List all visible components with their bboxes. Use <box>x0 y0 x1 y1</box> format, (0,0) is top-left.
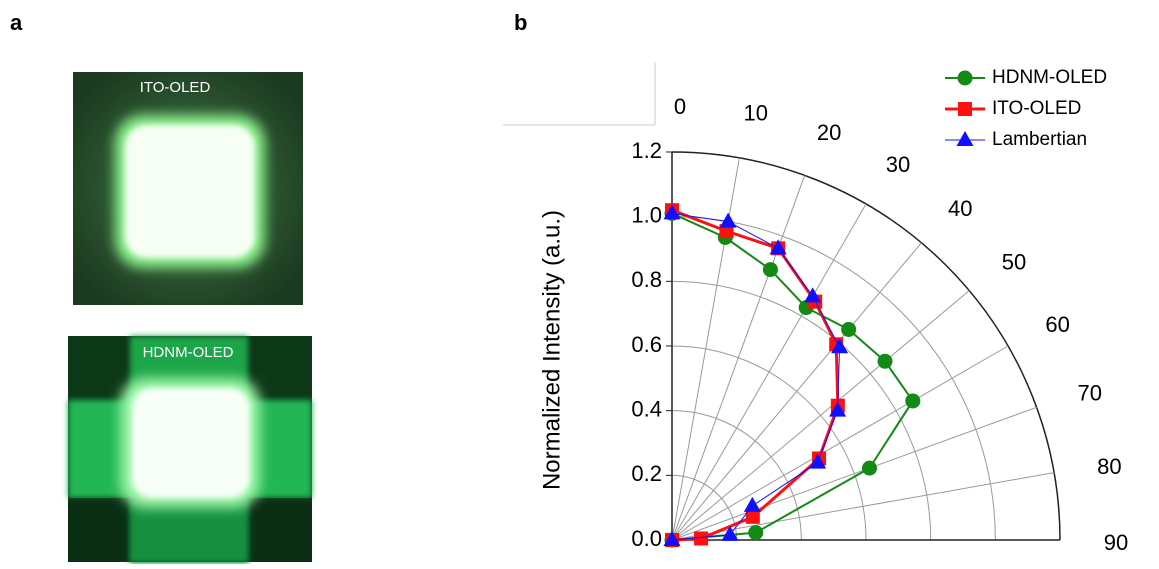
y-tick-label: 0.6 <box>631 332 662 357</box>
marker <box>663 204 681 220</box>
y-tick-label: 0.4 <box>631 396 662 421</box>
legend-entry: HDNM-OLED <box>945 67 1107 88</box>
marker <box>877 353 893 369</box>
marker <box>719 224 734 239</box>
grid-arc <box>671 280 932 541</box>
grid-spoke <box>671 290 970 541</box>
grid-spoke <box>671 406 1037 541</box>
marker <box>721 525 739 541</box>
grid-spoke <box>671 345 1009 541</box>
series-line <box>671 208 840 542</box>
marker <box>663 531 681 546</box>
legend-marker <box>958 102 972 116</box>
y-tick-label: 0.8 <box>631 267 662 292</box>
photo: HDNM-OLED <box>68 336 312 562</box>
legend-entry: Lambertian <box>945 129 1087 150</box>
marker <box>745 509 760 524</box>
y-tick-label: 1.2 <box>631 138 662 163</box>
marker <box>804 287 822 303</box>
marker <box>841 321 857 337</box>
x-tick-label: 80 <box>1097 454 1121 479</box>
grid-arc <box>671 345 867 541</box>
series <box>663 204 849 546</box>
grid-spoke <box>671 203 867 541</box>
x-tick-label: 70 <box>1077 381 1101 406</box>
grid-arc <box>671 216 996 541</box>
series-line <box>671 212 915 541</box>
grid-spoke <box>671 472 1055 541</box>
photo-label: ITO-OLED <box>140 79 211 96</box>
marker <box>743 496 761 512</box>
legend-entry: ITO-OLED <box>945 98 1081 119</box>
grid-spoke <box>671 175 806 541</box>
y-tick-label: 0.2 <box>631 461 662 486</box>
x-tick-label: 50 <box>1002 250 1026 275</box>
marker <box>762 262 778 278</box>
marker <box>905 393 921 409</box>
photo: ITO-OLED <box>73 72 303 305</box>
marker <box>694 531 709 546</box>
legend-marker <box>957 70 973 86</box>
legend-marker <box>956 131 974 146</box>
x-tick-label: 20 <box>817 120 841 145</box>
x-tick-label: 60 <box>1045 312 1069 337</box>
x-tick-label: 90 <box>1104 530 1128 555</box>
x-tick-label: 0 <box>674 94 686 119</box>
marker <box>831 338 849 354</box>
legend-label: Lambertian <box>992 129 1087 150</box>
panel-label: b <box>514 10 527 35</box>
marker <box>748 525 764 541</box>
marker <box>769 239 787 255</box>
x-tick-label: 10 <box>743 100 767 125</box>
y-tick-label: 0.0 <box>631 526 662 551</box>
series <box>665 203 845 547</box>
panel-label: a <box>10 10 23 35</box>
plot: 0.0 0.2 0.4 0.6 0.8 1.0 1.2 0 10 20 30 40 50 60 70 80 90… <box>631 67 1128 555</box>
marker <box>719 212 737 228</box>
y-tick-label: 1.0 <box>631 202 662 227</box>
grid-arc <box>671 410 802 541</box>
marker <box>829 401 847 417</box>
grid-arc <box>671 151 1061 541</box>
marker <box>809 453 827 469</box>
x-tick-label: 30 <box>886 152 910 177</box>
x-tick-label: 40 <box>948 196 972 221</box>
y-axis-label: Normalized Intensity (a.u.) <box>538 210 565 490</box>
grid-spoke <box>671 242 922 541</box>
series-line <box>671 212 841 541</box>
legend-label: HDNM-OLED <box>992 67 1107 88</box>
photo-label: HDNM-OLED <box>143 344 234 361</box>
legend-label: ITO-OLED <box>992 98 1081 119</box>
marker <box>861 460 877 476</box>
